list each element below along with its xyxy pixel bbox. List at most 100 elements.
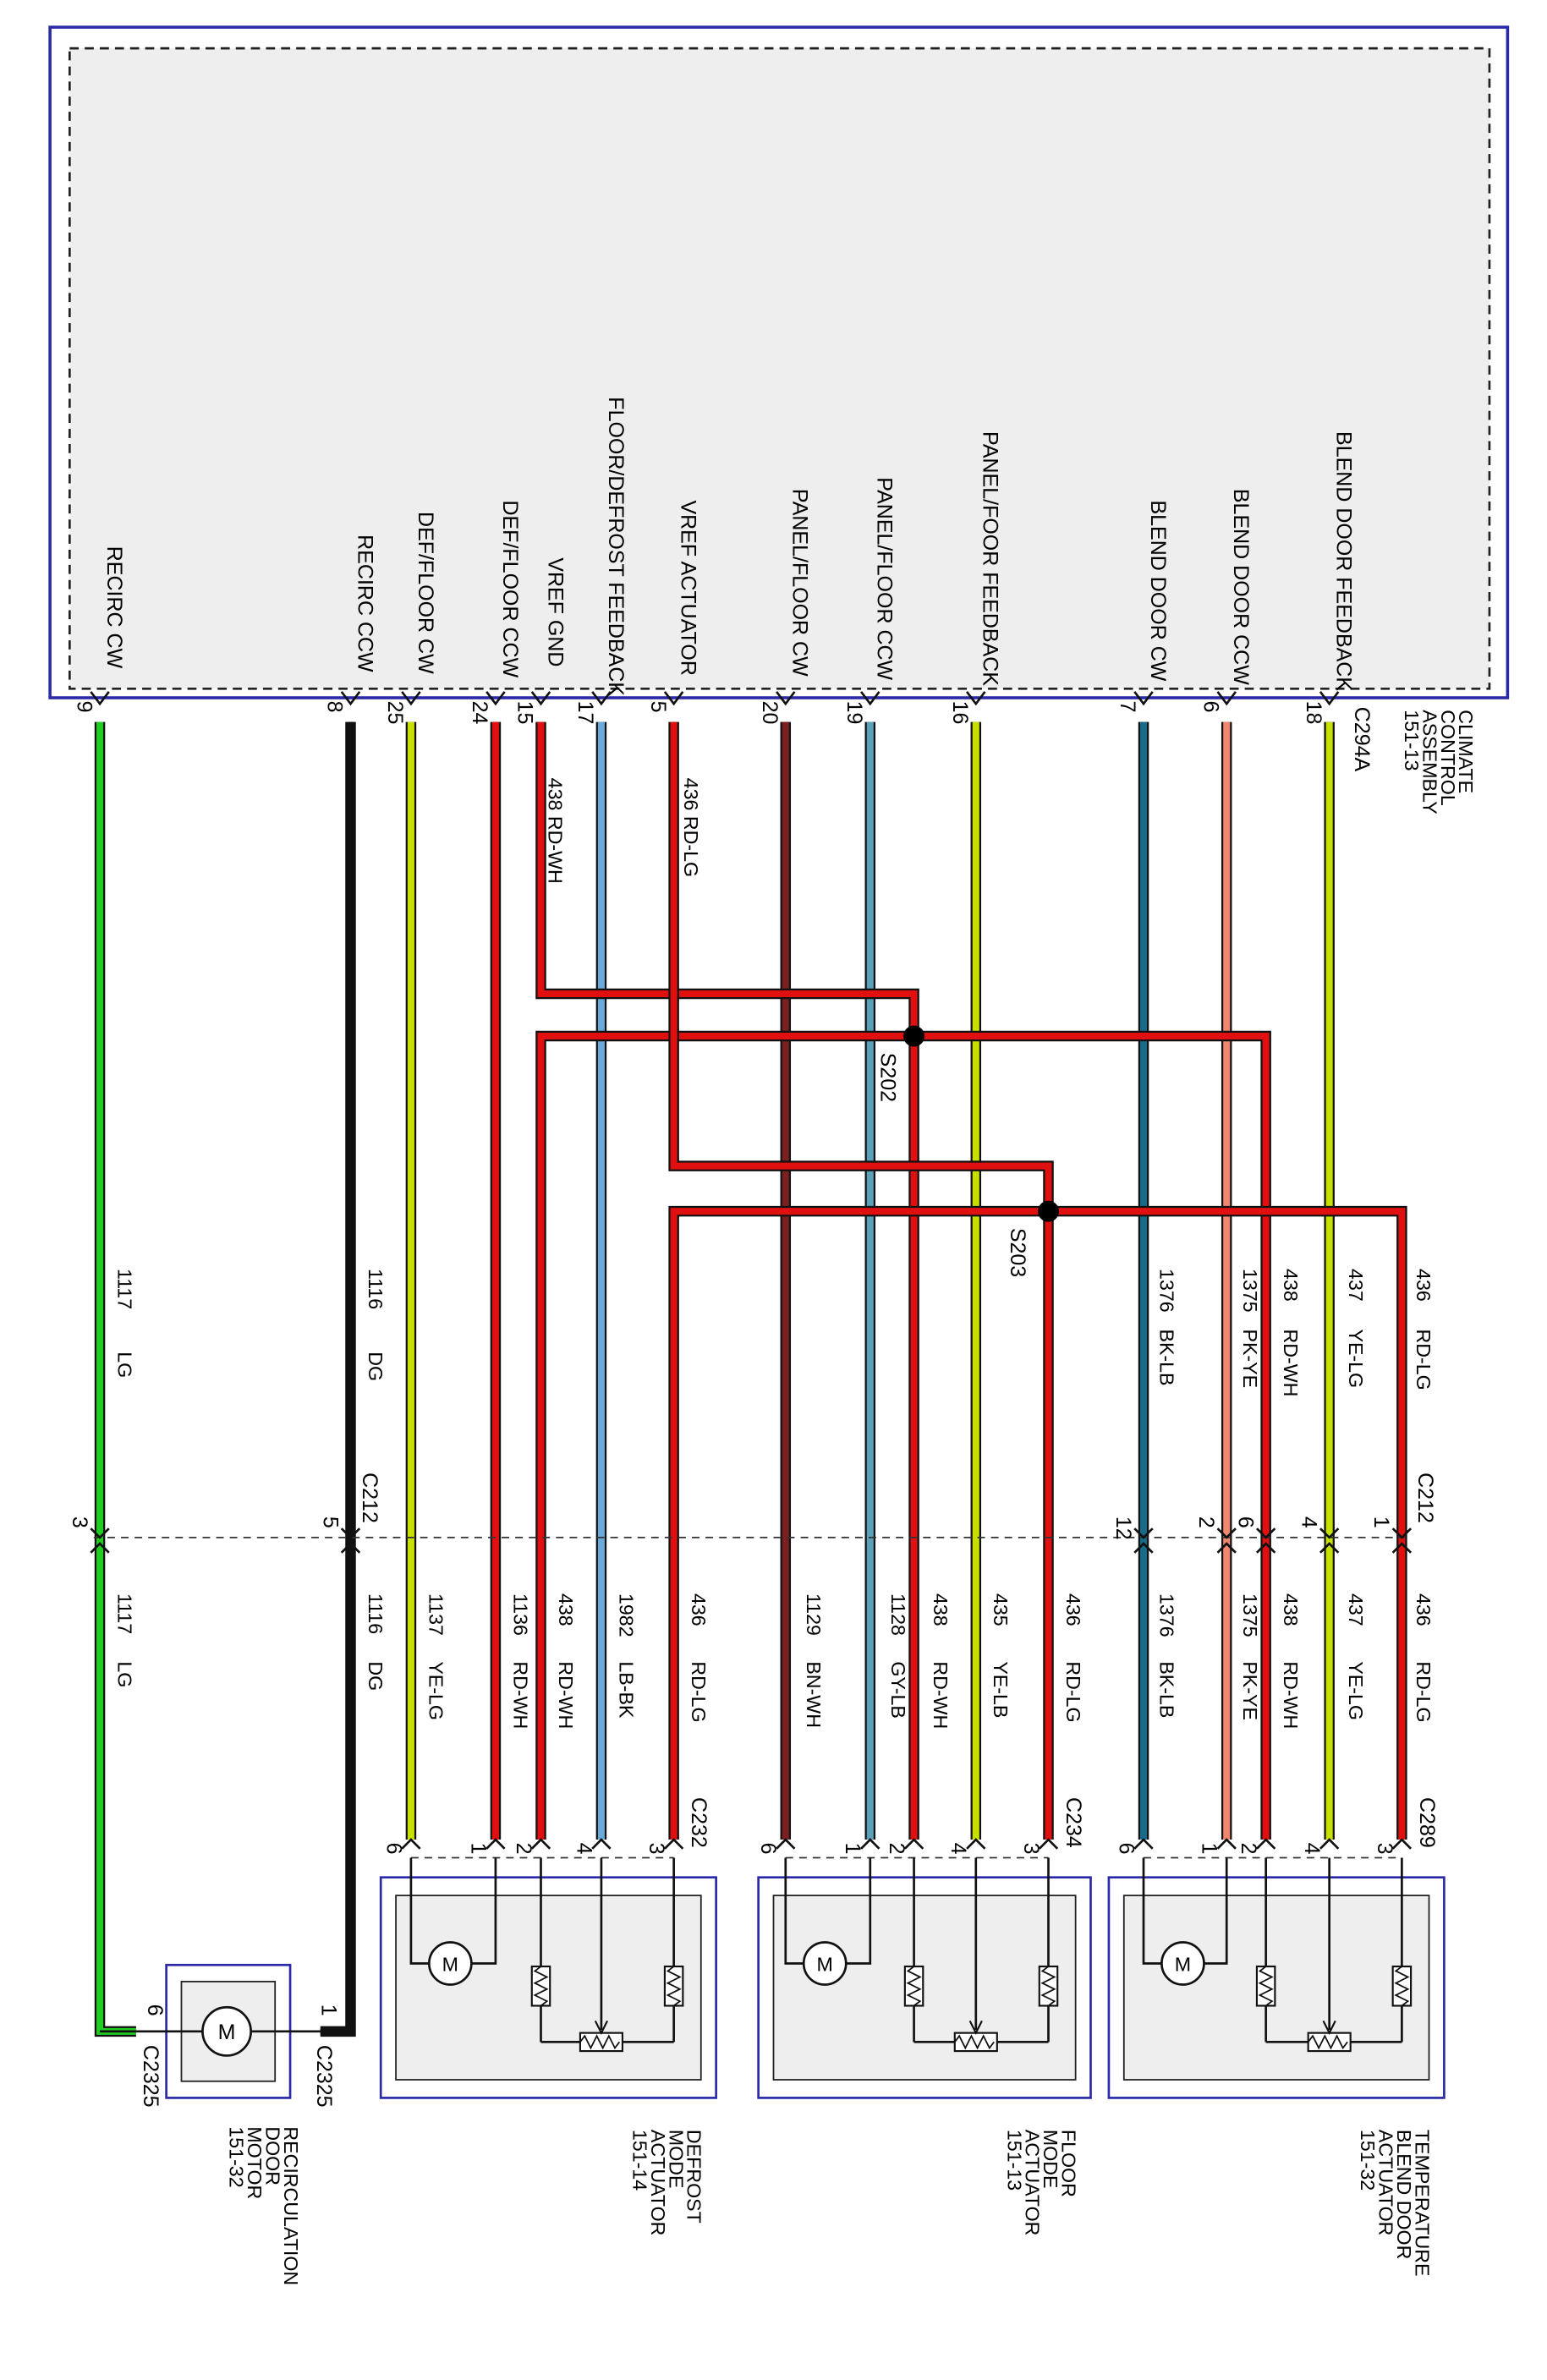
actuator-name-line-0-3: 151-14 [628,2130,650,2191]
terminal-label-9: RECIRC CW [102,546,126,669]
c212-pin-4: 4 [1297,1516,1321,1528]
splice-s203-label: S203 [1006,1228,1029,1277]
c212-pin-arrow-5 [340,1527,361,1554]
actuator-pin-1-1: 1 [841,1843,864,1855]
actuator-motor-symbol-1: M [817,1953,833,1975]
motor-icon [802,1941,848,1986]
mid-left-color-1: LG [113,1352,135,1378]
terminal-label-7: BLEND DOOR CW [1146,500,1170,681]
terminal-pin-9: 9 [72,701,96,713]
actuator-motor-lead-a-1 [784,1857,804,1965]
c212-pin-arrow-6 [1255,1527,1276,1554]
lower-label-code-11: 436 [1062,1593,1084,1626]
terminal-arrow-9 [90,691,110,706]
lower-label-color-9: RD-WH [930,1661,952,1729]
c212-pin-arrow-12 [1133,1527,1154,1554]
lower-label-code-0: 1117 [113,1593,135,1634]
actuator-motor-lead-b-1 [846,1857,872,1965]
actuator-pin-arrow-2-2 [1255,1838,1276,1850]
mid-label-code-2: 438 [1280,1269,1302,1302]
module-name-line-2: CONTROL [1437,710,1459,806]
actuator-pin-arrow-0-1 [485,1838,506,1850]
actuator-motor-lead-a-0 [409,1857,430,1965]
mid-wire-labels: 436 RD-LG 437 YE-LG 438 RD-WH 1375 PK-YE 1376 BK-… [113,1269,1435,1396]
splice-s202-label: S202 [875,1053,899,1102]
mid-label-code-1: 437 [1345,1269,1367,1302]
actuator-pin-arrow-1-4 [1038,1838,1059,1850]
lower-label-code-3: 1136 [509,1593,531,1636]
mid-label-color-4: BK-LB [1156,1329,1178,1385]
potentiometer-icon [953,2032,998,2053]
terminal-arrow-24 [485,691,506,706]
recirc-pin-b: 1 [317,2004,341,2016]
lower-label-code-7: 1129 [803,1593,825,1636]
lower-label-color-3: RD-WH [509,1661,531,1729]
lower-label-color-6: RD-LG [688,1661,710,1722]
wire-vref-act-a [670,721,1052,1840]
terminal-pin-24: 24 [468,701,491,725]
resistor-zigzag-0-1 [666,1966,682,2007]
terminal-pin-25: 25 [383,701,407,725]
actuator-name-line-1-2: ACTUATOR [1022,2130,1044,2235]
terminal-arrow-15 [530,691,551,706]
lower-label-code-10: 435 [990,1593,1012,1626]
module-name-line-3: ASSEMBLY [1418,710,1440,814]
actuator-pin-arrow-2-0 [1133,1838,1154,1850]
recirc-name-line-1: RECIRCULATION [280,2126,302,2285]
lower-label-code-14: 438 [1280,1593,1302,1626]
upper-label-438: 438 RD-WH [544,778,566,884]
terminal-label-25: DEF/FLOOR CW [414,512,437,674]
wiper-arrow-icon [594,2020,609,2036]
wire-vref-gnd-a [537,721,918,1840]
lower-label-code-13: 1375 [1239,1593,1261,1637]
actuator-pin-0-1: 1 [466,1843,490,1855]
c212-pin-arrow-3 [90,1527,110,1554]
recirc-name-line-2: DOOR [261,2126,283,2185]
terminal-pin-8: 8 [323,701,347,713]
pot-zigzag-0 [579,2034,621,2050]
actuator-name-line-0-1: MODE [665,2130,687,2189]
actuator-connector-0: C232 [687,1797,710,1848]
resistor-zigzag-1-0 [906,1966,922,2007]
module-name-line-1: CLIMATE [1455,710,1477,793]
lower-label-code-16: 436 [1413,1593,1435,1626]
c212-pin-3: 3 [68,1516,91,1528]
actuator-motor-lead-a-2 [1142,1857,1162,1965]
actuator-pin-arrow-1-0 [776,1838,796,1850]
recirc-motor-symbol: M [218,2021,236,2044]
lower-label-color-15: YE-LG [1345,1661,1367,1720]
actuator-motor-symbol-2: M [1175,1953,1191,1975]
lower-label-color-12: BK-LB [1156,1661,1178,1718]
actuator-connector-1: C234 [1062,1797,1085,1848]
module-connector-c294a: C294A [1350,707,1374,772]
pot-zigzag-1 [954,2034,995,2050]
terminal-pin-19: 19 [842,701,866,725]
wire-vref-gnd-b-outline [535,1030,1271,1840]
actuator-pin-2-4: 3 [1373,1843,1396,1855]
actuator-pin-2-1: 1 [1198,1843,1221,1855]
wiper-arrow-icon [968,2020,983,2036]
actuator-pin-2-2: 2 [1237,1843,1260,1855]
terminal-arrow-20 [776,691,796,706]
mid-left-code-1: 1117 [113,1269,135,1309]
terminal-pin-7: 7 [1116,701,1139,713]
terminal-label-18: BLEND DOOR FEEDBACK [1332,431,1356,691]
lower-label-code-15: 437 [1345,1593,1367,1626]
splice-s203-dot [1038,1200,1060,1222]
terminal-pin-18: 18 [1302,701,1325,725]
climate-control-module-body [68,47,1491,690]
actuator-pin-0-0: 6 [381,1843,405,1855]
terminal-pin-17: 17 [573,701,597,725]
terminal-pin-20: 20 [758,701,782,725]
c212-pin-2: 2 [1194,1516,1218,1528]
terminal-pin-16: 16 [948,701,972,725]
lower-label-color-8: GY-LB [887,1661,909,1719]
terminal-label-6: BLEND DOOR CCW [1229,489,1253,685]
lower-label-color-10: YE-LB [990,1661,1012,1718]
motor-icon [428,1941,473,1986]
c212-pin-12: 12 [1111,1516,1135,1540]
recirc-pin-a: 6 [143,2004,167,2016]
lower-label-color-4: RD-WH [555,1661,577,1729]
terminal-arrow-25 [401,691,421,706]
